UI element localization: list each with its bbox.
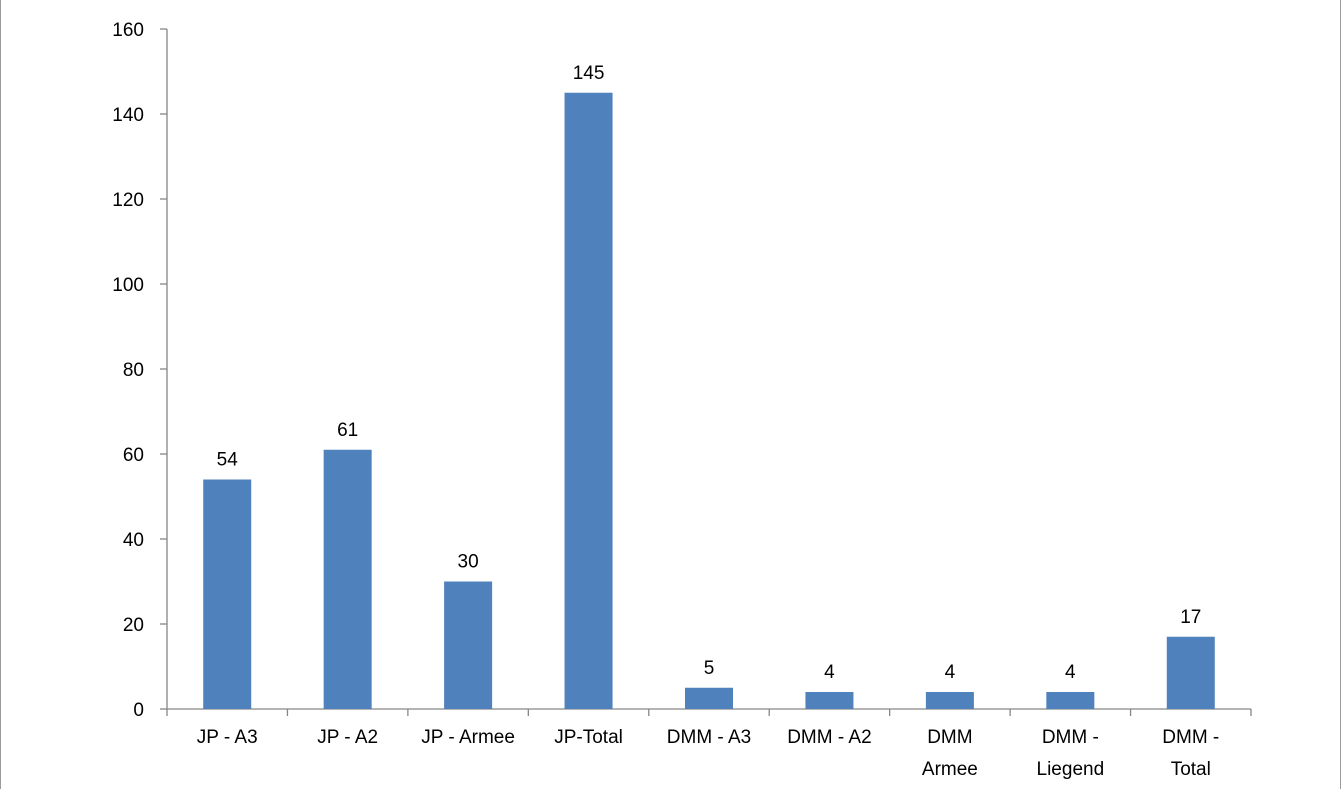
x-category-label: Liegend [1037, 759, 1105, 780]
bar [564, 92, 613, 709]
bar [203, 479, 252, 709]
x-category-label: JP-Total [554, 727, 623, 748]
category-labels: JP - A3 JP - A2 JP - Armee JP-Total DMM - A3… [197, 727, 1220, 780]
x-category-label: DMM - A3 [667, 727, 751, 748]
data-label: 61 [337, 420, 358, 441]
bar [805, 692, 854, 709]
data-label: 54 [217, 450, 239, 471]
y-tick-label: 80 [123, 360, 144, 381]
x-category-label: JP - A3 [197, 727, 258, 748]
x-category-label: DMM [927, 727, 972, 748]
y-tick-label: 40 [123, 530, 144, 551]
x-category-label: JP - A2 [317, 727, 378, 748]
x-category-label: DMM - [1162, 727, 1219, 748]
data-label: 5 [704, 658, 715, 679]
y-tick-label: 20 [123, 615, 144, 636]
y-tick-label: 100 [112, 275, 144, 296]
y-tick-label: 140 [112, 105, 144, 126]
data-label: 4 [824, 662, 835, 683]
x-category-label: Total [1171, 759, 1211, 780]
data-label: 145 [573, 63, 605, 84]
x-category-label: Armee [922, 759, 978, 780]
bar [1046, 692, 1095, 709]
bar [925, 692, 974, 709]
data-label: 30 [458, 552, 479, 573]
bar [444, 581, 493, 709]
data-label: 4 [1065, 662, 1076, 683]
y-axis-ticks: 0 20 40 60 80 100 120 140 160 [112, 20, 167, 721]
data-label: 17 [1180, 607, 1201, 628]
y-tick-label: 120 [112, 190, 144, 211]
bar [685, 687, 733, 709]
x-category-label: DMM - A2 [787, 727, 871, 748]
bar-series [203, 92, 1215, 709]
y-tick-label: 60 [123, 445, 144, 466]
bar [1166, 636, 1215, 709]
data-label: 4 [945, 662, 956, 683]
y-tick-label: 0 [133, 700, 144, 721]
x-category-label: DMM - [1042, 727, 1099, 748]
x-category-label: JP - Armee [421, 727, 515, 748]
y-tick-label: 160 [112, 20, 144, 41]
bar [323, 449, 372, 709]
